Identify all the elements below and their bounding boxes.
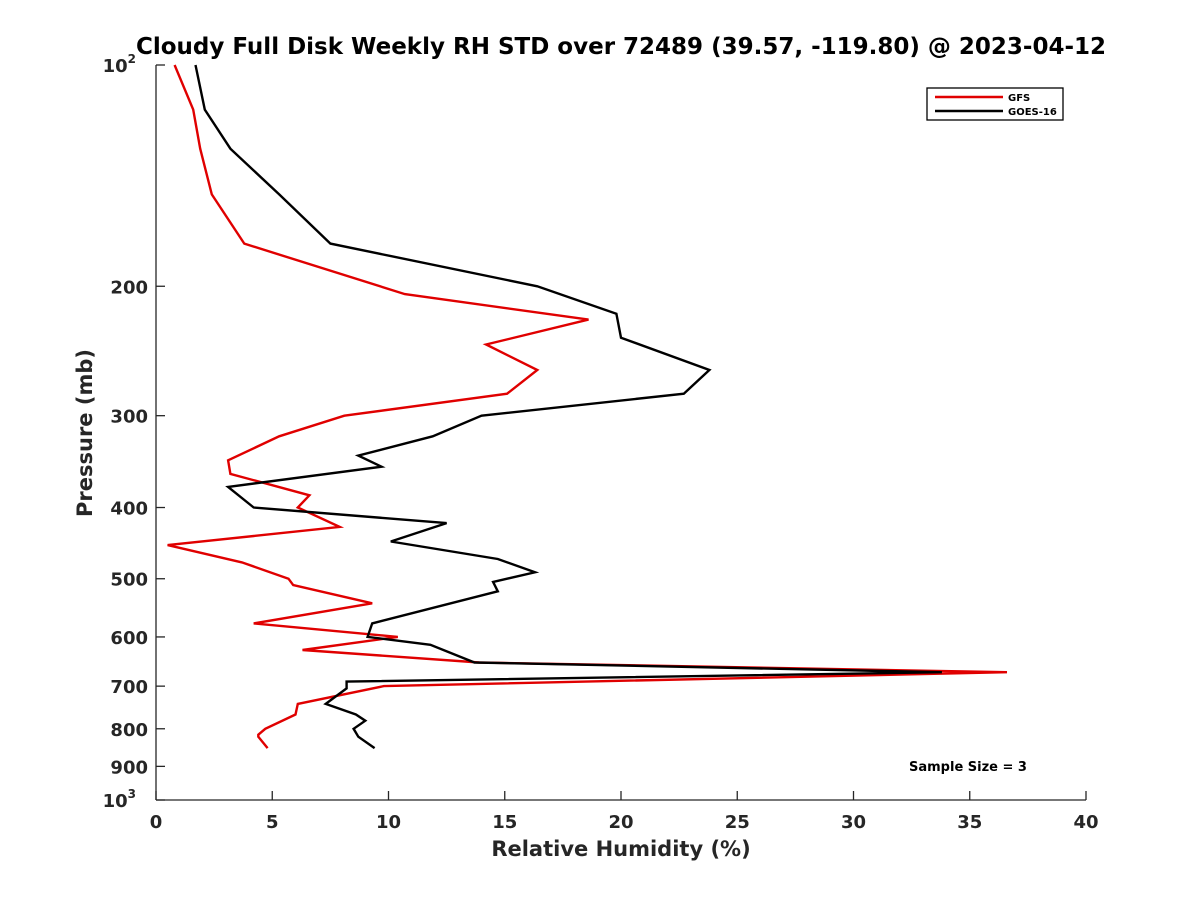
chart-title: Cloudy Full Disk Weekly RH STD over 7248… [136,34,1106,60]
y-tick-label: 103 [103,787,136,812]
y-tick-label: 900 [110,757,148,778]
y-tick-label: 200 [110,277,148,298]
legend-label: GOES-16 [1008,107,1057,118]
y-tick-label: 500 [110,570,148,591]
x-tick-label: 20 [608,812,633,833]
y-tick-label: 102 [103,52,136,77]
x-tick-label: 0 [150,812,163,833]
sample-size-annotation: Sample Size = 3 [909,760,1027,775]
series-line-gfs [167,64,1008,749]
series-group [167,64,1008,750]
x-tick-label: 25 [725,812,750,833]
y-tick-label: 800 [110,720,148,741]
x-tick-label: 30 [841,812,866,833]
x-axis-label: Relative Humidity (%) [491,837,750,861]
x-tick-label: 40 [1073,812,1098,833]
y-tick-label: 300 [110,407,148,428]
legend-label: GFS [1008,93,1030,104]
x-tick-label: 5 [266,812,279,833]
x-tick-label: 15 [492,812,517,833]
legend-box [926,87,1064,121]
y-axis-label: Pressure (mb) [73,349,97,517]
axes: 0 5 10 15 20 25 30 35 40 102 200 300 400 500 600 700 800… [103,52,1099,833]
y-tick-label: 600 [110,628,148,649]
series-line-goes-16 [194,64,942,750]
y-tick-label: 400 [110,499,148,520]
x-tick-label: 35 [957,812,982,833]
x-tick-label: 10 [376,812,401,833]
legend: GFS GOES-16 [926,87,1064,121]
y-tick-label: 700 [110,677,148,698]
